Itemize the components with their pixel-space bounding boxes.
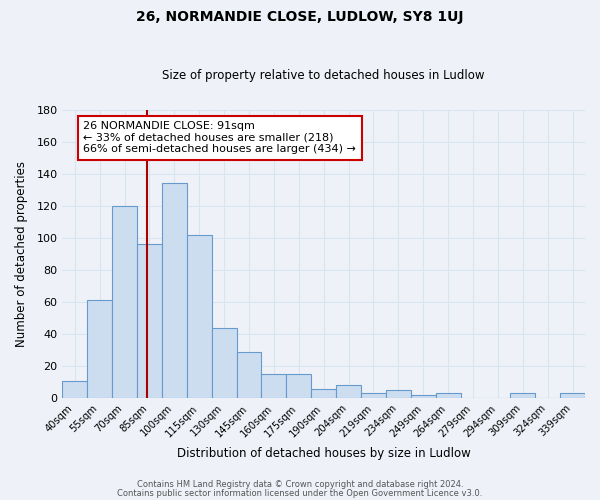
Title: Size of property relative to detached houses in Ludlow: Size of property relative to detached ho… <box>163 69 485 82</box>
Bar <box>336 386 361 398</box>
Bar <box>62 380 87 398</box>
Bar <box>361 394 386 398</box>
Bar <box>137 244 162 398</box>
Bar <box>436 394 461 398</box>
Y-axis label: Number of detached properties: Number of detached properties <box>15 161 28 347</box>
Bar <box>262 374 286 398</box>
Bar <box>386 390 411 398</box>
Bar <box>212 328 236 398</box>
Bar <box>87 300 112 398</box>
Bar <box>311 388 336 398</box>
Text: 26 NORMANDIE CLOSE: 91sqm
← 33% of detached houses are smaller (218)
66% of semi: 26 NORMANDIE CLOSE: 91sqm ← 33% of detac… <box>83 121 356 154</box>
Bar <box>411 395 436 398</box>
Bar <box>286 374 311 398</box>
Bar <box>162 184 187 398</box>
Bar <box>560 394 585 398</box>
Text: Contains HM Land Registry data © Crown copyright and database right 2024.: Contains HM Land Registry data © Crown c… <box>137 480 463 489</box>
X-axis label: Distribution of detached houses by size in Ludlow: Distribution of detached houses by size … <box>177 447 470 460</box>
Bar <box>511 394 535 398</box>
Bar <box>187 234 212 398</box>
Text: 26, NORMANDIE CLOSE, LUDLOW, SY8 1UJ: 26, NORMANDIE CLOSE, LUDLOW, SY8 1UJ <box>136 10 464 24</box>
Text: Contains public sector information licensed under the Open Government Licence v3: Contains public sector information licen… <box>118 489 482 498</box>
Bar <box>112 206 137 398</box>
Bar <box>236 352 262 398</box>
